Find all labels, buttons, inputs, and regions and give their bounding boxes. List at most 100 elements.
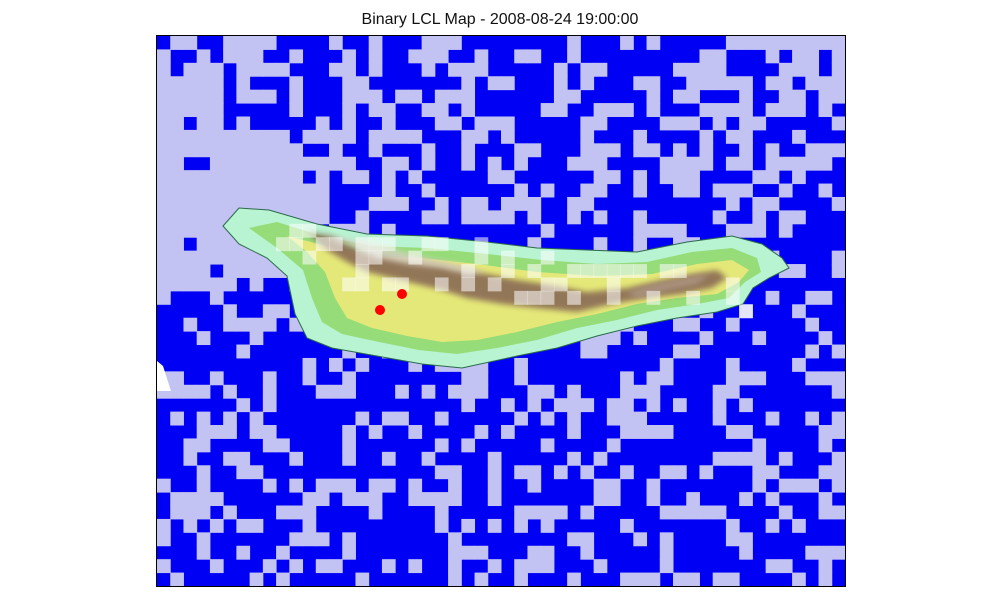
lcl-cell-high (236, 129, 251, 144)
lcl-cell-high (487, 492, 502, 507)
lcl-cell-high (620, 103, 634, 117)
lcl-cell-high (699, 156, 714, 171)
lcl-cell-over-land (289, 223, 304, 238)
lcl-cell-high (659, 505, 674, 520)
lcl-cell-high (368, 49, 383, 64)
lcl-cell-high (659, 156, 674, 171)
lcl-cell-high (289, 451, 304, 466)
lcl-cell-high (831, 89, 845, 104)
lcl-cell-high (818, 505, 833, 520)
lcl-cell-high (157, 49, 171, 64)
lcl-cell-high (236, 89, 251, 104)
lcl-cell-high (712, 103, 727, 117)
lcl-cell-high (818, 492, 833, 507)
lcl-cell-high (434, 438, 449, 453)
lcl-cell-high (739, 532, 753, 547)
lcl-cell-high (434, 492, 449, 507)
lcl-cell-high (289, 170, 304, 185)
lcl-cell-high (196, 237, 211, 252)
lcl-cell-high (487, 210, 502, 225)
lcl-cell-high (633, 425, 648, 439)
lcl-cell-high (540, 505, 555, 520)
lcl-cell-high (289, 196, 304, 211)
lcl-cell-high (223, 384, 237, 399)
lcl-cell-high (501, 425, 515, 439)
lcl-cell-high (620, 36, 634, 50)
lcl-cell-high (276, 505, 290, 520)
lcl-cell-high (355, 357, 370, 372)
lcl-cell-high (329, 156, 343, 171)
lcl-cell-high (593, 103, 608, 117)
lcl-cell-high (514, 572, 528, 586)
lcl-cell-high (448, 116, 462, 131)
lcl-cell-high (170, 196, 184, 211)
lcl-cell-high (593, 559, 608, 574)
lcl-cell-high (805, 344, 820, 359)
lcl-cell-high (434, 116, 449, 131)
lcl-cell-high (567, 411, 581, 426)
lcl-cell-high (739, 143, 753, 158)
lcl-cell-high (805, 36, 820, 50)
lcl-cell-high (725, 451, 740, 466)
lcl-cell-high (712, 384, 727, 399)
lcl-cell-high (170, 237, 184, 252)
lcl-cell-high (262, 156, 277, 171)
lcl-cell-high (157, 196, 171, 211)
lcl-cell-high (765, 465, 780, 480)
lcl-cell-high (739, 371, 753, 386)
lcl-cell-high (553, 76, 568, 91)
lcl-cell-over-land (474, 250, 489, 265)
lcl-cell-high (289, 183, 304, 198)
lcl-cell-high (315, 183, 330, 198)
lcl-cell-high (765, 290, 780, 305)
lcl-cell-high (474, 572, 489, 586)
lcl-cell-high (183, 36, 198, 50)
lcl-cell-high (818, 559, 833, 574)
lcl-cell-high (765, 170, 780, 185)
lcl-cell-over-land (461, 277, 476, 292)
lcl-cell-high (739, 89, 753, 104)
lcl-cell-high (765, 49, 780, 64)
lcl-cell-high (236, 465, 251, 480)
lcl-cell-high (567, 156, 581, 171)
lcl-cell-high (183, 223, 198, 238)
lcl-cell-high (461, 545, 476, 560)
lcl-cell-high (792, 572, 806, 586)
lcl-cell-high (805, 290, 820, 305)
lcl-cell-high (514, 518, 528, 533)
lcl-cell-high (792, 264, 806, 278)
lcl-cell-high (474, 129, 489, 144)
lcl-cell-high (580, 156, 595, 171)
binary-lcl-grid (157, 36, 845, 586)
lcl-cell-high (739, 183, 753, 198)
lcl-cell-high (262, 398, 277, 413)
lcl-cell-high (342, 425, 356, 439)
lcl-cell-high (421, 103, 436, 117)
lcl-cell-high (368, 492, 383, 507)
lcl-cell-over-land (725, 290, 740, 305)
lcl-cell-high (765, 156, 780, 171)
lcl-cell-high (501, 76, 515, 91)
lcl-cell-high (196, 478, 211, 493)
lcl-cell-high (289, 103, 304, 117)
lcl-cell-high (487, 465, 502, 480)
lcl-cell-high (157, 116, 171, 131)
lcl-cell-high (606, 478, 621, 493)
lcl-cell-high (289, 532, 304, 547)
lcl-cell-high (223, 304, 237, 319)
lcl-cell-high (249, 572, 264, 586)
lcl-cell-high (421, 36, 436, 50)
lcl-cell-high (765, 36, 780, 50)
lcl-cell-high (474, 210, 489, 225)
lcl-cell-over-land (434, 277, 449, 292)
lcl-cell-high (157, 89, 171, 104)
lcl-cell-high (752, 116, 767, 131)
lcl-cell-high (659, 357, 674, 372)
lcl-cell-over-land (540, 250, 555, 265)
lcl-cell-high (527, 49, 542, 64)
lcl-cell-high (752, 36, 767, 50)
lcl-cell-high (620, 384, 634, 399)
lcl-cell-high (659, 465, 674, 480)
lcl-cell-high (805, 478, 820, 493)
lcl-cell-high (752, 451, 767, 466)
